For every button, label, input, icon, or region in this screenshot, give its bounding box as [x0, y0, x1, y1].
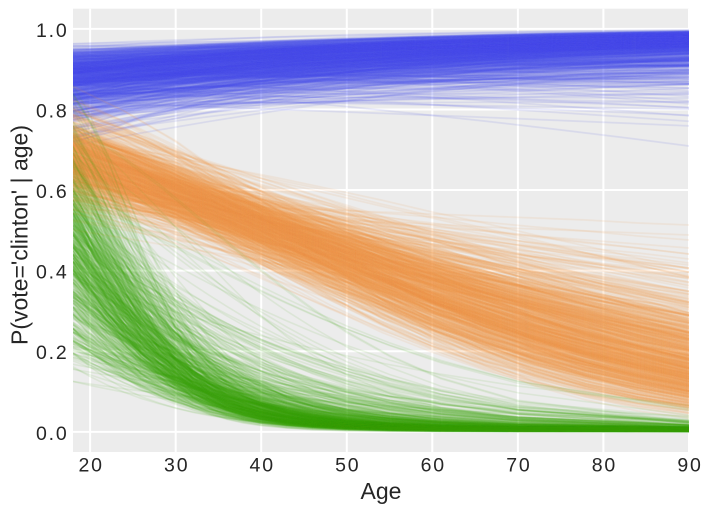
svg-text:0.0: 0.0 — [36, 423, 69, 445]
svg-text:50: 50 — [335, 455, 360, 477]
svg-text:P(vote='clinton' | age): P(vote='clinton' | age) — [7, 125, 33, 345]
svg-text:90: 90 — [677, 455, 702, 477]
svg-text:60: 60 — [421, 455, 446, 477]
svg-text:20: 20 — [78, 455, 103, 477]
svg-text:30: 30 — [164, 455, 189, 477]
svg-text:0.4: 0.4 — [36, 262, 69, 284]
svg-text:70: 70 — [506, 455, 531, 477]
svg-text:80: 80 — [592, 455, 617, 477]
svg-text:0.6: 0.6 — [36, 181, 69, 203]
svg-text:1.0: 1.0 — [36, 20, 69, 42]
svg-text:0.2: 0.2 — [36, 342, 69, 364]
svg-text:40: 40 — [250, 455, 275, 477]
svg-text:Age: Age — [361, 478, 402, 504]
svg-text:0.8: 0.8 — [36, 101, 69, 123]
